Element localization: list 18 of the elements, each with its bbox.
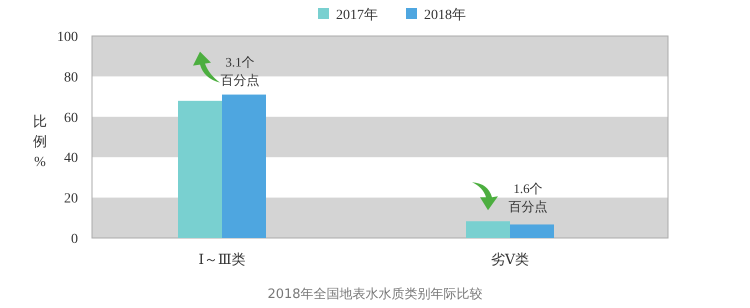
y-tick-label: 0	[71, 232, 78, 247]
legend-label: 2018年	[424, 7, 466, 23]
y-tick-label: 60	[64, 110, 78, 126]
annotation: 3.1个百分点	[220, 54, 260, 88]
x-tick-label: Ⅰ～Ⅲ类	[198, 252, 246, 268]
y-tick-label: 80	[64, 70, 78, 86]
bar	[466, 221, 510, 238]
bar	[510, 224, 554, 238]
y-tick-label: 20	[64, 192, 78, 207]
legend-label: 2017年	[336, 7, 378, 23]
y-axis-title: 比例%	[33, 114, 47, 170]
y-tick-label: 40	[64, 151, 78, 166]
y-tick-label: 100	[57, 30, 78, 45]
annotation: 1.6个百分点	[508, 181, 548, 214]
text: 2018年全国地表水水质类别年际比较	[267, 287, 483, 302]
x-tick-label: 劣Ⅴ类	[490, 252, 530, 268]
bar	[178, 100, 222, 238]
bar	[222, 94, 266, 238]
